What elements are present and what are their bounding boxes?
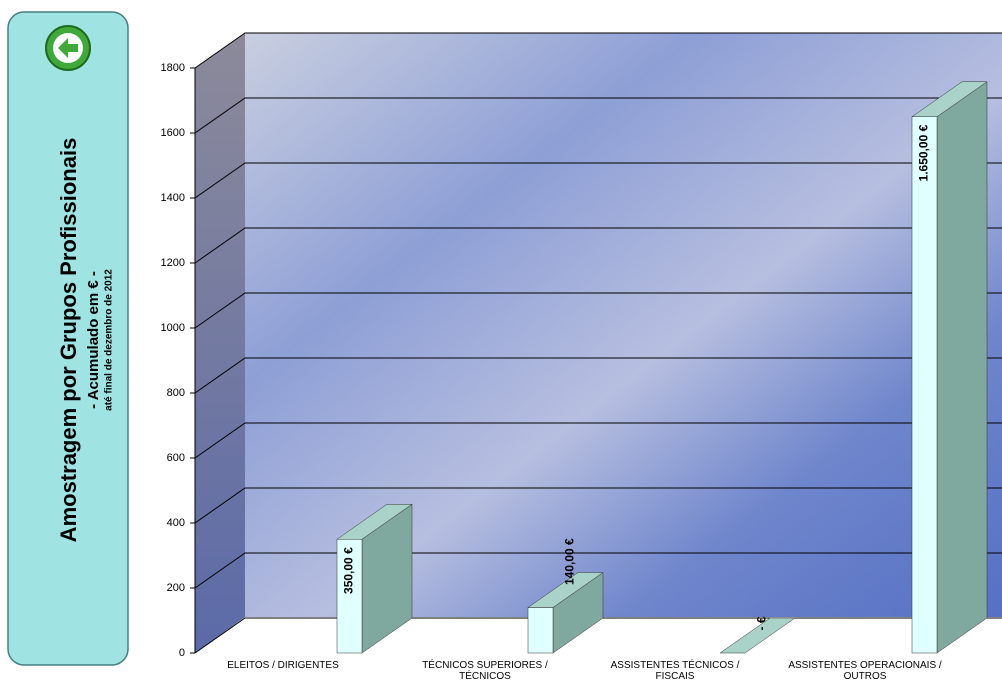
y-tick-label: 1600 xyxy=(161,127,185,139)
bar-top xyxy=(911,81,988,117)
y-tick-label: 400 xyxy=(167,517,185,529)
value-label: 350,00 € xyxy=(342,547,356,594)
grid-line xyxy=(194,617,1002,654)
grid-line xyxy=(194,487,1002,524)
x-tick-label: TÉCNICOS SUPERIORES / TÉCNICOS xyxy=(422,660,548,682)
bar-front xyxy=(911,116,938,654)
y-tick-label: 1200 xyxy=(161,257,185,269)
title-panel xyxy=(7,11,129,666)
y-tick-label: 800 xyxy=(167,387,185,399)
value-label: 1.650,00 € xyxy=(917,124,931,181)
grid-line xyxy=(194,97,1002,134)
x-tick-label: ELEITOS / DIRIGENTES xyxy=(227,660,339,671)
y-tick-label: 1400 xyxy=(161,192,185,204)
y-tick-label: 600 xyxy=(167,452,185,464)
grid-line xyxy=(194,357,1002,394)
back-button[interactable] xyxy=(45,25,91,71)
y-tick-label: 200 xyxy=(167,582,185,594)
panel-note: até final de dezembro de 2012 xyxy=(104,269,115,411)
y-tick-label: 0 xyxy=(179,647,185,659)
bar-top xyxy=(336,504,413,540)
bar-front xyxy=(527,607,554,654)
x-tick-label: ASSISTENTES TÉCNICOS / FISCAIS xyxy=(610,660,740,682)
y-tick-label: 1800 xyxy=(161,62,185,74)
x-tick-label: ASSISTENTES OPERACIONAIS / OUTROS xyxy=(788,660,942,682)
grid-line xyxy=(194,552,1002,589)
y-tick-label: 1000 xyxy=(161,322,185,334)
bar-side xyxy=(936,81,988,654)
grid-line xyxy=(194,162,1002,199)
grid-line xyxy=(194,32,1002,69)
bar-top xyxy=(527,572,604,608)
panel-title: Amostragem por Grupos Profissionais xyxy=(56,138,81,543)
panel-subtitle: - Acumulado em € - xyxy=(85,271,102,409)
grid-line xyxy=(194,292,1002,329)
value-label: 140,00 € xyxy=(563,538,577,585)
grid-line xyxy=(194,227,1002,264)
bar-top xyxy=(719,617,796,654)
bar-front xyxy=(336,539,363,654)
value-label: - € xyxy=(755,616,769,630)
grid-line xyxy=(194,422,1002,459)
side-wall xyxy=(195,33,245,653)
